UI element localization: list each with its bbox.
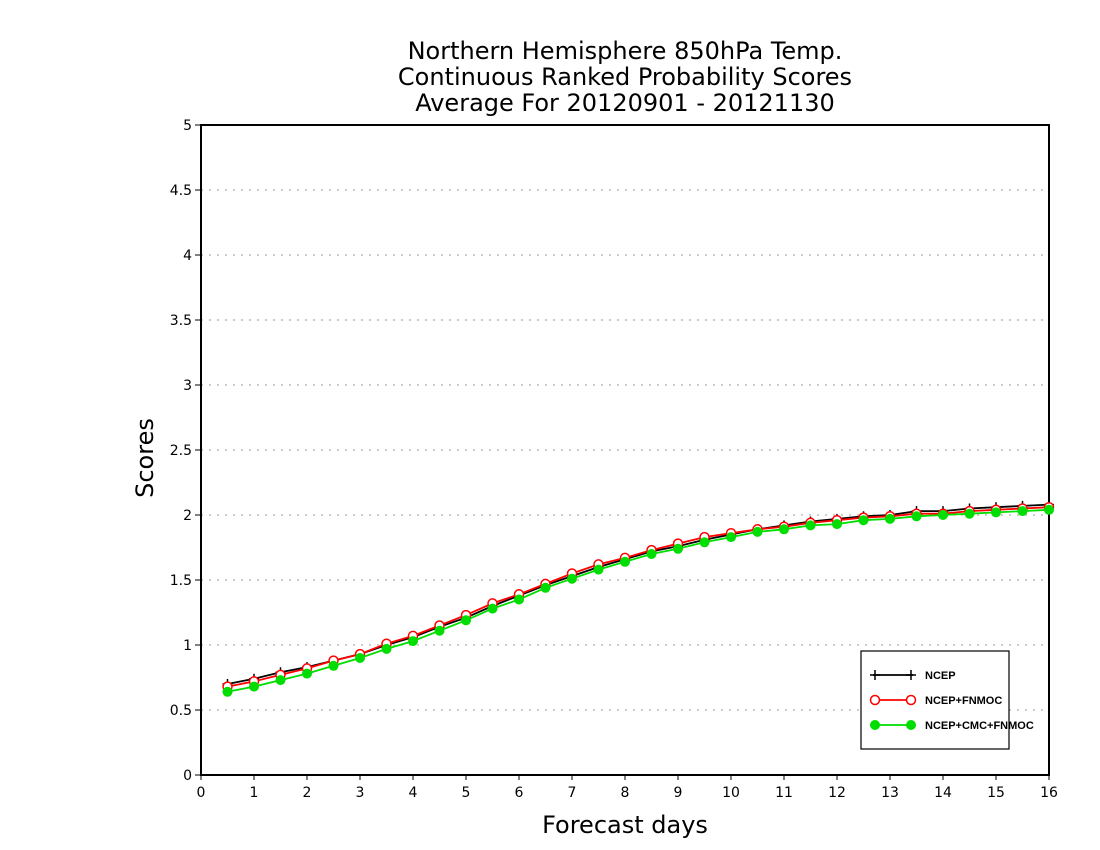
y-tick-label: 3 — [183, 378, 192, 394]
data-point — [593, 564, 604, 575]
y-tick-label: 4.5 — [170, 183, 192, 199]
data-point — [1017, 506, 1028, 517]
y-axis-label: Scores — [131, 418, 159, 498]
legend-item: NCEP+FNMOC — [869, 694, 1002, 707]
series — [222, 499, 1055, 697]
data-point — [487, 603, 498, 614]
x-tick-label: 11 — [775, 785, 793, 801]
y-tick-label: 3.5 — [170, 313, 192, 329]
legend-marker — [906, 720, 916, 730]
x-tick-label: 14 — [934, 785, 952, 801]
data-point — [381, 643, 392, 654]
legend-marker — [870, 720, 880, 730]
legend-marker — [905, 694, 917, 706]
x-tick-label: 6 — [515, 785, 524, 801]
data-point — [858, 515, 869, 526]
y-tick-label: 1.5 — [170, 573, 192, 589]
title-line-2: Continuous Ranked Probability Scores — [398, 63, 852, 91]
data-point — [355, 653, 365, 663]
data-point — [805, 520, 816, 531]
legend-marker — [870, 670, 880, 680]
legend-item: NCEP — [870, 670, 956, 682]
data-point — [699, 537, 710, 548]
x-tick-label: 7 — [568, 785, 577, 801]
legend-marker — [869, 694, 881, 706]
legend-marker — [906, 670, 916, 680]
x-tick-label: 13 — [881, 785, 899, 801]
y-tick-label: 4 — [183, 248, 192, 264]
data-point — [461, 615, 471, 626]
legend-label: NCEP — [925, 670, 956, 682]
y-tick-label: 2 — [183, 508, 192, 524]
x-axis: 0 1 2 3 4 5 6 7 8 9 10 11 12 13 14 15 16 — [197, 775, 1058, 801]
legend-item: NCEP+CMC+FNMOC — [870, 720, 1034, 732]
data-point — [673, 543, 683, 554]
data-point — [726, 532, 736, 543]
x-tick-label: 9 — [674, 785, 683, 801]
data-point — [408, 636, 418, 647]
data-point — [514, 594, 524, 605]
y-tick-label: 0.5 — [170, 703, 192, 719]
x-tick-label: 1 — [250, 785, 259, 801]
chart-title: Northern Hemisphere 850hPa Temp.Continuo… — [398, 37, 852, 117]
data-point — [832, 519, 842, 530]
x-axis-label: Forecast days — [542, 811, 708, 839]
data-point — [991, 507, 1001, 518]
x-tick-label: 15 — [987, 785, 1005, 801]
data-point — [540, 582, 551, 593]
x-tick-label: 12 — [828, 785, 846, 801]
x-tick-label: 16 — [1040, 785, 1058, 801]
y-tick-label: 2.5 — [170, 443, 192, 459]
data-point — [567, 573, 577, 584]
data-point — [752, 526, 763, 537]
data-point — [779, 524, 789, 535]
legend-label: NCEP+CMC+FNMOC — [925, 720, 1034, 732]
data-point — [328, 660, 339, 671]
x-tick-label: 4 — [409, 785, 418, 801]
data-point — [302, 668, 312, 679]
x-tick-label: 10 — [722, 785, 740, 801]
data-point — [222, 686, 233, 697]
x-tick-label: 3 — [356, 785, 365, 801]
title-line-3: Average For 20120901 - 20121130 — [415, 89, 835, 117]
data-point — [911, 511, 922, 522]
x-tick-label: 0 — [197, 785, 206, 801]
y-tick-label: 1 — [183, 638, 192, 654]
x-tick-label: 8 — [621, 785, 630, 801]
data-point — [646, 549, 657, 559]
data-point — [275, 675, 286, 686]
series-ncep-cmc-fnmoc — [222, 504, 1054, 697]
legend-label: NCEP+FNMOC — [925, 695, 1002, 707]
data-point — [964, 508, 975, 519]
data-point — [1044, 504, 1054, 515]
title-line-1: Northern Hemisphere 850hPa Temp. — [408, 37, 843, 65]
data-point — [938, 510, 948, 520]
grid — [201, 189, 1049, 711]
data-point — [434, 625, 445, 636]
x-tick-label: 2 — [303, 785, 312, 801]
data-point — [620, 556, 630, 567]
x-tick-label: 5 — [462, 785, 471, 801]
y-axis: 0 0.5 1 1.5 2 2.5 3 3.5 4 4.5 5 — [170, 118, 201, 784]
legend: NCEP NCEP+FNMOC NCEP+CMC+FNMOC — [860, 650, 1034, 750]
data-point — [885, 513, 895, 524]
y-tick-label: 5 — [183, 118, 192, 134]
data-point — [249, 681, 259, 692]
y-tick-label: 0 — [183, 768, 192, 784]
